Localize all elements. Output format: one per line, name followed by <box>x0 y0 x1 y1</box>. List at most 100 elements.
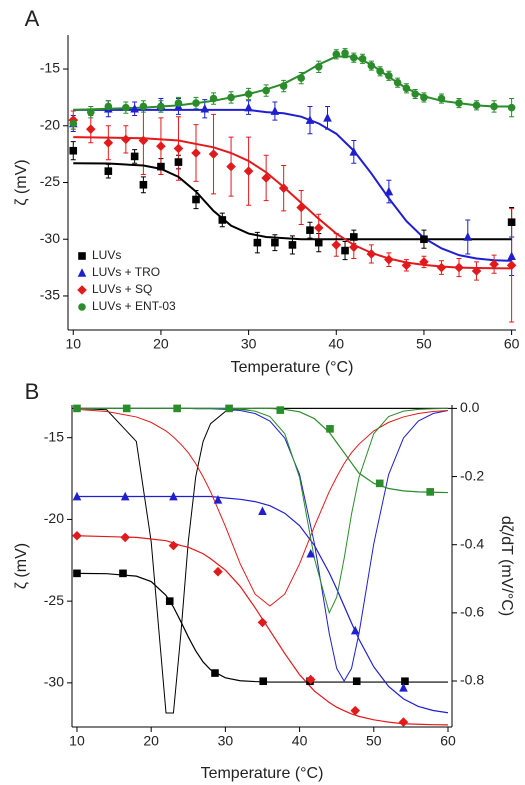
data-point <box>305 115 315 124</box>
data-point <box>192 195 200 204</box>
data-point <box>73 569 81 578</box>
data-point <box>375 479 384 488</box>
legend-label: LUVs <box>92 248 121 262</box>
data-point <box>130 152 139 161</box>
legend-label: LUVs + SQ <box>92 282 152 296</box>
data-point <box>472 101 481 110</box>
data-point <box>208 149 219 159</box>
data-point <box>72 530 82 541</box>
data-point <box>139 102 148 111</box>
y2-tick-label: -0.2 <box>460 467 484 483</box>
data-point <box>399 682 408 692</box>
x-tick-label: 60 <box>440 733 456 749</box>
data-point <box>401 260 412 271</box>
data-point <box>211 669 219 677</box>
data-point <box>271 238 279 247</box>
y-axis-label: ζ (mV) <box>13 543 30 589</box>
data-point <box>331 240 342 250</box>
data-point <box>119 569 127 578</box>
data-point <box>471 266 482 276</box>
data-point <box>401 677 409 686</box>
data-point <box>426 488 434 496</box>
data-point <box>507 103 516 112</box>
data-point <box>191 148 201 158</box>
data-point <box>279 82 288 90</box>
y-tick-label: -15 <box>40 60 60 76</box>
data-point <box>130 103 139 113</box>
data-point <box>174 99 183 107</box>
data-point <box>173 404 181 413</box>
data-point <box>506 260 517 271</box>
data-point <box>156 141 166 151</box>
data-point <box>420 235 428 244</box>
data-point <box>104 102 113 111</box>
data-point <box>490 102 498 111</box>
data-point <box>226 161 236 172</box>
legend-marker <box>78 303 86 311</box>
data-point <box>420 93 428 102</box>
data-point <box>313 223 324 233</box>
fit-line <box>76 572 448 683</box>
data-point <box>314 62 323 71</box>
panel-label: B <box>25 379 40 404</box>
data-point <box>173 143 184 154</box>
data-point <box>419 257 429 267</box>
data-point <box>350 705 361 716</box>
data-point <box>350 233 358 241</box>
data-point <box>489 259 499 269</box>
derivative-line <box>76 407 449 682</box>
data-point <box>350 53 358 62</box>
data-point <box>85 124 96 134</box>
data-point <box>436 262 447 273</box>
data-point <box>306 226 314 234</box>
x-axis-label: Temperature (°C) <box>201 765 324 782</box>
data-point <box>69 146 78 155</box>
data-point <box>350 625 360 635</box>
y-axis-label: ζ (mV) <box>13 159 30 205</box>
data-point <box>276 406 285 414</box>
data-point <box>213 566 223 577</box>
y2-tick-label: 0.0 <box>460 399 480 415</box>
data-point <box>326 425 334 433</box>
data-point <box>168 540 179 551</box>
data-point <box>121 134 131 145</box>
data-point <box>367 61 376 70</box>
data-point <box>120 532 131 543</box>
data-point <box>384 186 394 196</box>
data-point <box>323 113 332 122</box>
data-point <box>165 597 174 605</box>
x-tick-label: 50 <box>416 336 432 352</box>
y2-tick-label: -0.4 <box>460 535 484 551</box>
data-point <box>253 238 262 247</box>
data-point <box>243 166 254 176</box>
data-point <box>262 86 270 95</box>
data-point <box>402 84 411 93</box>
y-tick-label: -20 <box>40 116 60 132</box>
x-tick-label: 40 <box>328 336 344 352</box>
data-point <box>341 246 349 255</box>
data-point <box>288 241 297 249</box>
data-point <box>358 55 367 63</box>
data-point <box>384 254 394 265</box>
y2-tick-label: -0.8 <box>460 672 484 688</box>
x-tick-label: 30 <box>241 336 257 352</box>
data-point <box>305 674 316 685</box>
data-point <box>174 158 183 166</box>
derivative-line <box>76 407 448 714</box>
legend-marker <box>77 285 87 295</box>
x-tick-label: 30 <box>218 733 234 749</box>
data-point <box>139 180 148 189</box>
data-point <box>122 404 131 413</box>
y-tick-label: -30 <box>40 230 60 246</box>
legend-label: LUVs + ENT-03 <box>92 299 176 313</box>
fit-line <box>76 535 448 726</box>
data-point <box>270 106 280 115</box>
y2-tick-label: -0.6 <box>460 604 484 620</box>
x-tick-label: 40 <box>292 733 308 749</box>
data-point <box>261 173 271 183</box>
x-tick-label: 10 <box>65 336 81 352</box>
data-point <box>227 93 235 102</box>
data-point <box>366 249 377 259</box>
data-point <box>341 49 349 57</box>
